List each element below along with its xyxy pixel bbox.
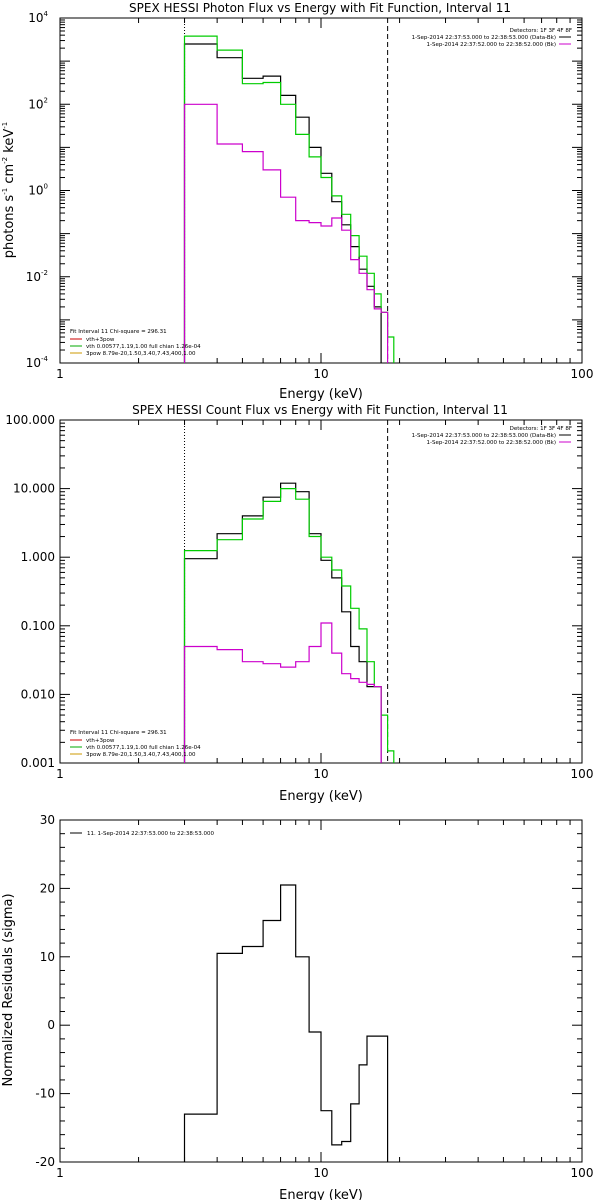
series-line-0 [183,884,389,1162]
x-tick-label: 1 [56,1166,64,1180]
count-flux-panel: SPEX HESSI Count Flux vs Energy with Fit… [5,403,593,804]
y-tick-label: 100.000 [5,413,55,427]
count-flux-fit-entry-2: 3pow 8.79e-20,1.50,3.40,7.43,400,1.00 [86,752,196,758]
series-line-0 [183,482,382,763]
y-tick-label: 20 [40,881,55,895]
y-tick-label: 10.000 [13,482,55,496]
series-line-0 [183,43,382,363]
photon-flux-fit-entry-0: vth+3pow [86,337,115,343]
photon-flux-legend-data: 1-Sep-2014 22:37:53.000 to 22:38:53.000 … [412,35,556,41]
count-flux-fit-title: Fit Interval 11 Chi-square = 296.31 [70,730,167,736]
count-flux-legend: Detectors: 1F 3F 4F 8F 1-Sep-2014 22:37:… [412,426,572,446]
residuals-tick-marks [59,819,583,1163]
count-flux-legend-bk: 1-Sep-2014 22:37:52.000 to 22:38:52.000 … [427,440,557,446]
y-tick-label: 1.000 [21,550,55,564]
photon-flux-fit-entry-2: 3pow 8.79e-20,1.50,3.40,7.43,400,1.00 [86,351,196,357]
y-tick-label: 100 [28,183,48,198]
photon-flux-legend: Detectors: 1F 3F 4F 8F 1-Sep-2014 22:37:… [412,28,572,48]
y-tick-label: 10 [40,950,55,964]
photon-flux-title: SPEX HESSI Photon Flux vs Energy with Fi… [129,1,511,15]
y-tick-label: 10-2 [26,269,48,284]
x-tick-label: 1 [56,367,64,381]
y-tick-label: -10 [35,1087,55,1101]
y-tick-label: 30 [40,813,55,827]
y-tick-label: -20 [35,1155,55,1169]
count-flux-x-axis-label: Energy (keV) [279,789,363,804]
photon-flux-fit-legend: Fit Interval 11 Chi-square = 296.31 vth+… [70,329,201,357]
count-flux-detectors-label: Detectors: 1F 3F 4F 8F [510,426,572,432]
photon-flux-tick-marks [59,18,583,364]
photon-flux-plot-frame [59,17,583,364]
count-flux-y-tick-labels: 100.000 10.000 1.000 0.100 0.010 0.001 [5,413,55,770]
count-flux-x-tick-labels: 1 10 100 [56,767,593,781]
y-tick-label: 0.001 [21,756,55,770]
count-flux-plot-frame [59,419,583,764]
count-flux-fit-entry-1: vth 0.00577,1.19,1.00 full chian 1.26e-0… [86,745,201,751]
residuals-y-axis-label: Normalized Residuals (sigma) [1,893,16,1086]
residuals-x-tick-labels: 1 10 100 [56,1166,593,1180]
photon-flux-series [183,35,395,363]
photon-flux-x-axis-label: Energy (keV) [279,387,363,402]
residuals-series [183,884,389,1162]
photon-flux-legend-bk: 1-Sep-2014 22:37:52.000 to 22:38:52.000 … [427,42,557,48]
residuals-legend-entry: 11. 1-Sep-2014 22:37:53.000 to 22:38:53.… [87,831,214,837]
y-tick-label: 10-4 [26,355,49,370]
series-line-2 [183,622,382,763]
series-line-2 [183,103,389,363]
photon-flux-fit-title: Fit Interval 11 Chi-square = 296.31 [70,329,167,335]
photon-flux-x-tick-labels: 1 10 100 [56,367,593,381]
count-flux-title: SPEX HESSI Count Flux vs Energy with Fit… [132,403,508,417]
x-tick-label: 1 [56,767,64,781]
y-tick-label: 0.010 [21,687,55,701]
x-tick-label: 100 [571,767,594,781]
photon-flux-y-axis-label: photons s-1 cm-2 keV-1 [1,122,17,258]
count-flux-fit-legend: Fit Interval 11 Chi-square = 296.31 vth+… [70,730,201,758]
photon-flux-y-tick-labels: 104 102 100 10-2 10-4 [26,10,49,370]
photon-flux-panel: SPEX HESSI Photon Flux vs Energy with Fi… [1,1,593,402]
residuals-y-tick-labels: 30 20 10 0 -10 -20 [35,813,55,1169]
x-tick-label: 10 [313,767,328,781]
x-tick-label: 100 [571,367,594,381]
count-flux-legend-data: 1-Sep-2014 22:37:53.000 to 22:38:53.000 … [412,433,556,439]
count-flux-tick-marks [59,420,583,764]
y-tick-label: 102 [28,96,48,111]
y-tick-label: 104 [28,10,48,25]
x-tick-label: 10 [313,1166,328,1180]
x-tick-label: 10 [313,367,328,381]
count-flux-fit-entry-0: vth+3pow [86,738,115,744]
y-tick-label: 0.100 [21,619,55,633]
residuals-x-axis-label: Energy (keV) [279,1188,363,1200]
x-tick-label: 100 [571,1166,594,1180]
photon-flux-fit-entry-1: vth 0.00577,1.19,1.00 full chian 1.26e-0… [86,344,201,350]
photon-flux-detectors-label: Detectors: 1F 3F 4F 8F [510,28,572,34]
count-flux-series [183,482,395,763]
series-line-1 [183,488,395,763]
series-line-1 [183,35,395,363]
y-tick-label: 0 [47,1018,55,1032]
